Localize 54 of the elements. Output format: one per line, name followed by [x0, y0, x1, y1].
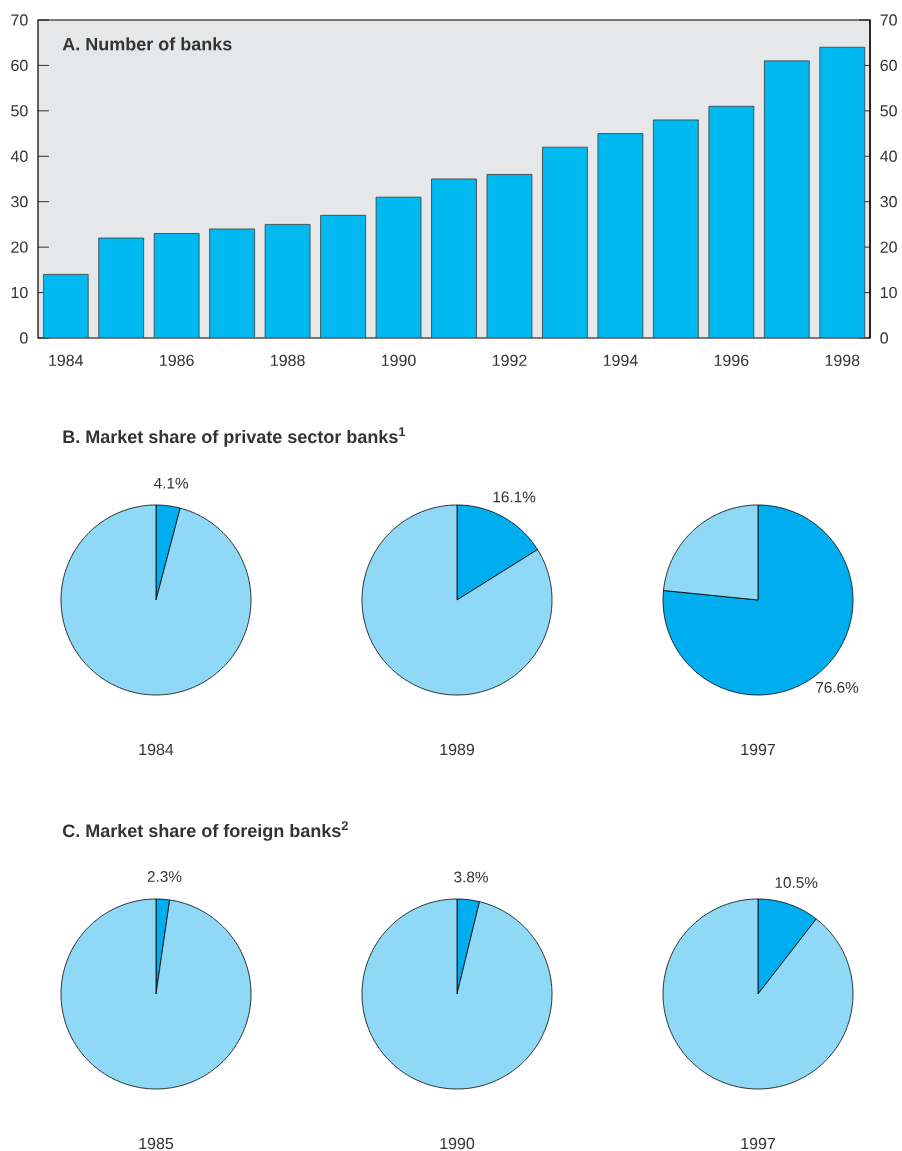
- chart-title: C. Market share of foreign banks$^{2}$: [63, 821, 348, 841]
- x-tick-label: 1994: [603, 354, 638, 367]
- bar: [597, 133, 643, 338]
- bar: [43, 274, 89, 338]
- x-tick-label: 1992: [492, 354, 527, 367]
- bar: [320, 215, 366, 338]
- text: 1984: [139, 743, 174, 756]
- y-tick-label: 60: [11, 59, 28, 72]
- text: A. Number of banks: [62, 37, 232, 51]
- y2-tick-label: 40: [880, 150, 897, 162]
- y-tick-label: 50: [11, 105, 28, 117]
- bar: [708, 106, 754, 338]
- y-tick-label: 70: [11, 14, 28, 26]
- y-tick-label: 40: [10, 150, 28, 162]
- y2-tick-label: 0: [880, 332, 889, 344]
- bar: [209, 228, 255, 338]
- data-label: 10.5%: [775, 877, 818, 888]
- text: 1989: [440, 743, 475, 756]
- data-label: 76.6%: [816, 681, 859, 693]
- y2-tick-label: 50: [880, 105, 897, 117]
- y2-tick-label: 60: [880, 59, 897, 72]
- data-label: 4.1%: [154, 477, 189, 489]
- x-tick-label: 1984: [49, 354, 84, 367]
- y2-tick-label: 20: [880, 241, 897, 253]
- chart-title: B. Market share of private sector banks$^{1}$: [63, 427, 406, 447]
- x-tick-label: 1986: [160, 354, 194, 367]
- y-tick-label: 20: [11, 241, 28, 253]
- data-label: 3.8%: [454, 871, 488, 883]
- x-tick-label: 1996: [714, 354, 749, 367]
- y2-tick-label: 70: [880, 14, 897, 26]
- x-tick-label: 1990: [381, 354, 416, 367]
- bar: [265, 224, 311, 338]
- y2-tick-label: 30: [880, 196, 897, 208]
- text: 1990: [440, 1137, 475, 1150]
- bar: [542, 147, 588, 338]
- data-label: 16.1%: [493, 491, 536, 503]
- data-label: 2.3%: [147, 871, 182, 882]
- bar: [653, 119, 699, 338]
- bar: [764, 60, 810, 338]
- y2-tick-label: 10: [880, 286, 897, 299]
- y-tick-label: 30: [11, 196, 28, 208]
- text: 1985: [139, 1137, 174, 1150]
- bar: [98, 238, 144, 338]
- text: 1997: [741, 1137, 775, 1150]
- y-tick-label: 10: [11, 286, 28, 299]
- bar: [819, 46, 866, 338]
- bar: [154, 233, 200, 338]
- x-tick-label: 1998: [825, 354, 860, 367]
- bar: [376, 197, 421, 338]
- bar: [431, 178, 477, 338]
- text: 1997: [741, 743, 775, 756]
- x-tick-label: 1988: [271, 354, 305, 367]
- y-tick-label: 0: [20, 332, 28, 344]
- bar: [487, 174, 532, 338]
